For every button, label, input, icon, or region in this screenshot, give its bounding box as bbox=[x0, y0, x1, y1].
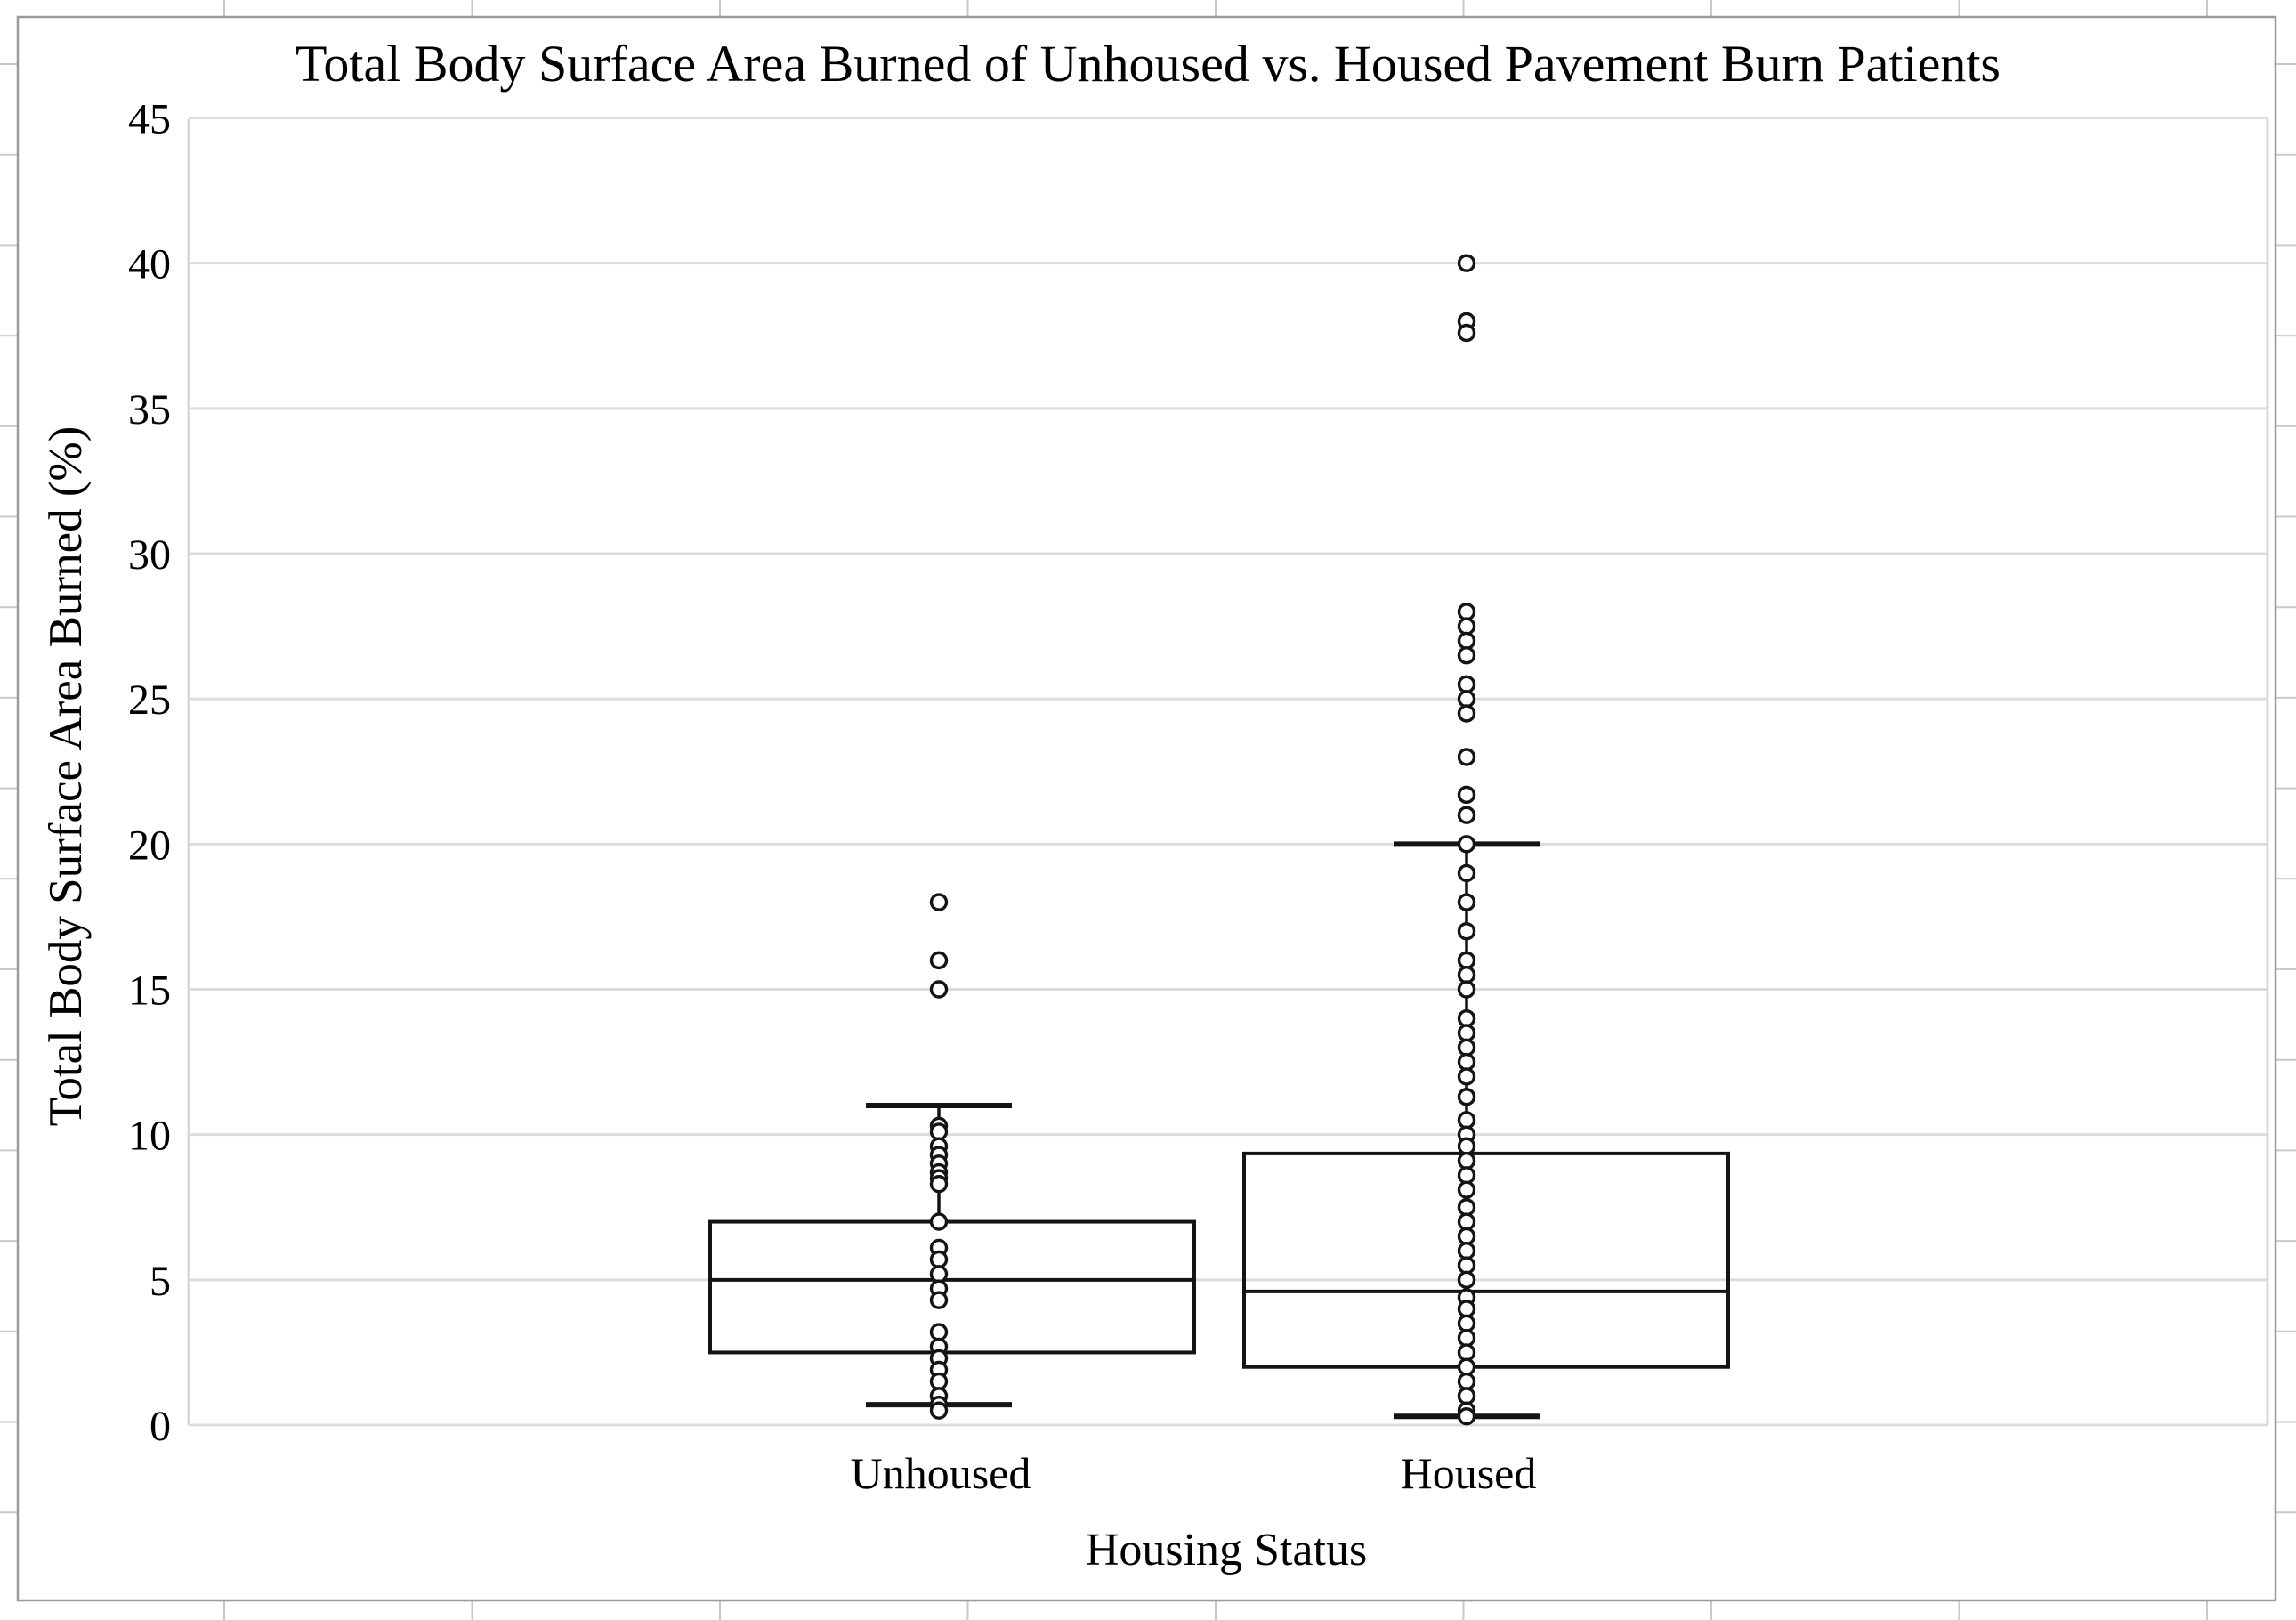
chart-object-frame bbox=[16, 15, 2277, 1602]
y-tick-label: 15 bbox=[128, 968, 171, 1015]
data-point-housed bbox=[1457, 965, 1476, 984]
data-point-housed bbox=[1457, 922, 1476, 941]
data-point-unhoused bbox=[929, 1401, 949, 1420]
data-point-housed bbox=[1457, 980, 1476, 999]
data-point-unhoused bbox=[929, 951, 949, 970]
data-point-housed bbox=[1457, 863, 1476, 883]
iqr-box-housed bbox=[1242, 1151, 1730, 1369]
data-point-unhoused bbox=[929, 1122, 949, 1141]
data-point-housed bbox=[1457, 1151, 1476, 1170]
data-point-housed bbox=[1457, 1212, 1476, 1231]
data-point-housed bbox=[1457, 1300, 1476, 1318]
data-point-housed bbox=[1457, 1407, 1476, 1426]
data-point-unhoused bbox=[929, 1372, 949, 1391]
data-point-unhoused bbox=[929, 1265, 949, 1284]
data-point-housed bbox=[1457, 951, 1476, 970]
data-point-housed bbox=[1457, 893, 1476, 911]
data-point-housed bbox=[1457, 1067, 1476, 1086]
data-point-housed bbox=[1457, 1198, 1476, 1217]
data-point-unhoused bbox=[929, 1174, 949, 1194]
data-point-housed bbox=[1457, 1314, 1476, 1332]
data-point-housed bbox=[1457, 254, 1476, 272]
x-axis-title: Housing Status bbox=[1085, 1525, 1368, 1575]
data-point-housed bbox=[1457, 835, 1476, 854]
data-point-housed bbox=[1457, 1166, 1476, 1185]
data-point-housed bbox=[1457, 1372, 1476, 1391]
data-point-housed bbox=[1457, 806, 1476, 824]
y-tick-label: 35 bbox=[128, 386, 171, 433]
y-axis-title: Total Body Surface Area Burned (%) bbox=[40, 425, 92, 1127]
data-point-housed bbox=[1457, 1357, 1476, 1376]
data-point-housed bbox=[1457, 1008, 1476, 1028]
data-point-unhoused bbox=[929, 1250, 949, 1269]
x-category-label-unhoused: Unhoused bbox=[851, 1448, 1031, 1498]
data-point-unhoused bbox=[929, 1212, 949, 1231]
data-point-housed bbox=[1457, 603, 1476, 621]
data-point-housed bbox=[1457, 1343, 1476, 1362]
data-point-housed bbox=[1457, 1242, 1476, 1260]
data-point-housed bbox=[1457, 1052, 1476, 1072]
data-point-housed bbox=[1457, 617, 1476, 636]
y-tick-label: 30 bbox=[128, 531, 171, 579]
y-tick-label: 20 bbox=[128, 822, 171, 869]
y-tick-label: 10 bbox=[128, 1113, 171, 1160]
data-point-unhoused bbox=[929, 1291, 949, 1309]
y-tick-label: 0 bbox=[150, 1403, 171, 1450]
y-tick-label: 45 bbox=[128, 96, 171, 143]
data-point-housed bbox=[1457, 1111, 1476, 1130]
data-point-housed bbox=[1457, 631, 1476, 651]
data-point-housed bbox=[1457, 1256, 1476, 1275]
data-point-housed bbox=[1457, 689, 1476, 709]
data-point-housed bbox=[1457, 704, 1476, 723]
data-point-unhoused bbox=[929, 1323, 949, 1341]
data-point-housed bbox=[1457, 1137, 1476, 1155]
data-point-housed bbox=[1457, 1328, 1476, 1348]
data-point-unhoused bbox=[929, 893, 949, 911]
chart-title: Total Body Surface Area Burned of Unhous… bbox=[295, 35, 2001, 93]
data-point-housed bbox=[1457, 1038, 1476, 1057]
data-point-housed bbox=[1457, 675, 1476, 694]
data-point-housed bbox=[1457, 1088, 1476, 1106]
data-point-housed bbox=[1457, 1387, 1476, 1405]
y-tick-label: 40 bbox=[128, 241, 171, 288]
data-point-housed bbox=[1457, 1024, 1476, 1042]
data-point-housed bbox=[1457, 1270, 1476, 1290]
y-tick-label: 5 bbox=[150, 1258, 171, 1305]
data-point-housed bbox=[1457, 1227, 1476, 1246]
iqr-box-unhoused bbox=[708, 1219, 1196, 1355]
data-point-unhoused bbox=[929, 980, 949, 999]
y-tick-label: 25 bbox=[128, 676, 171, 724]
data-point-housed bbox=[1457, 323, 1476, 343]
data-point-housed bbox=[1457, 785, 1476, 805]
data-point-housed bbox=[1457, 1180, 1476, 1199]
x-category-label-housed: Housed bbox=[1401, 1448, 1537, 1498]
data-point-housed bbox=[1457, 748, 1476, 766]
data-point-housed bbox=[1457, 646, 1476, 665]
